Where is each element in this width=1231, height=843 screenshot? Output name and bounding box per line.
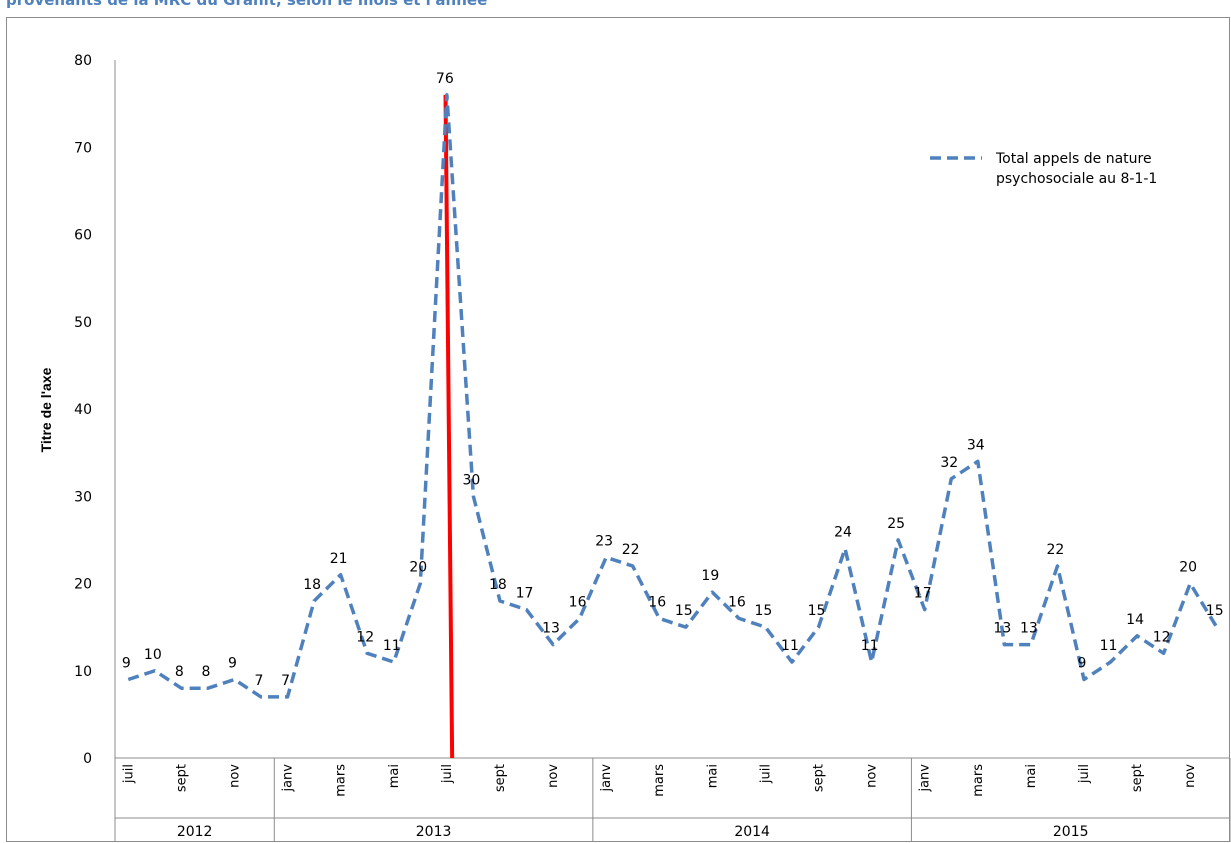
x-tick-label: juil (121, 764, 136, 784)
data-label: 22 (1047, 542, 1065, 558)
data-label: 20 (1179, 560, 1197, 576)
data-label: 13 (1020, 621, 1038, 637)
x-tick-label: mars (652, 764, 667, 797)
data-label: 13 (993, 621, 1011, 637)
data-label: 16 (728, 594, 746, 610)
y-tick-label: 10 (74, 664, 92, 680)
year-label: 2012 (177, 824, 213, 840)
data-label: 12 (356, 629, 374, 645)
data-label: 8 (201, 664, 210, 680)
y-tick-label: 20 (74, 577, 92, 593)
y-tick-label: 60 (74, 228, 92, 244)
y-tick-label: 40 (74, 402, 92, 418)
y-tick-label: 0 (83, 751, 92, 767)
x-tick-label: sept (1130, 764, 1145, 792)
x-tick-label: nov (227, 764, 242, 788)
series-line (127, 93, 1219, 699)
x-tick-label: juil (440, 764, 455, 784)
x-tick-label: sept (493, 764, 508, 792)
data-label: 9 (122, 655, 131, 671)
x-tick-label: sept (812, 764, 827, 792)
data-label: 13 (542, 621, 560, 637)
data-label: 10 (144, 647, 162, 663)
data-label: 15 (808, 603, 826, 619)
x-category-axis: 2012 2013 2014 2015 juil sept nov janv mars mai ju… (114, 758, 1231, 842)
data-label: 23 (595, 533, 613, 549)
year-label: 2013 (416, 824, 452, 840)
year-label: 2015 (1053, 824, 1089, 840)
x-tick-label: janv (599, 764, 614, 793)
data-label: 17 (516, 586, 534, 602)
y-tick-label: 80 (74, 53, 92, 69)
y-tick-labels: 0 10 20 30 40 50 60 70 80 (74, 53, 92, 767)
x-tick-label: mai (1024, 764, 1039, 788)
data-label: 7 (255, 673, 264, 689)
data-label: 18 (489, 577, 507, 593)
series-layer (127, 93, 1219, 699)
x-tick-label: mai (705, 764, 720, 788)
y-tick-label: 30 (74, 489, 92, 505)
data-label: 9 (1078, 655, 1087, 671)
x-tick-label: sept (174, 764, 189, 792)
data-label: 76 (436, 71, 454, 87)
annotations (443, 94, 455, 759)
data-label: 11 (861, 638, 879, 654)
year-label: 2014 (734, 824, 770, 840)
axes (114, 60, 1230, 759)
data-label: 8 (175, 664, 184, 680)
data-label: 21 (330, 551, 348, 567)
data-label: 17 (914, 586, 932, 602)
data-label: 25 (887, 516, 905, 532)
x-tick-label: nov (546, 764, 561, 788)
data-label: 19 (701, 568, 719, 584)
x-tick-label: nov (1183, 764, 1198, 788)
data-label: 16 (569, 594, 587, 610)
data-label: 30 (462, 472, 480, 488)
data-label: 11 (781, 638, 799, 654)
data-label: 34 (967, 437, 985, 453)
data-label: 15 (675, 603, 693, 619)
x-tick-label: juil (758, 764, 773, 784)
data-label: 15 (1206, 603, 1224, 619)
data-label: 16 (648, 594, 666, 610)
legend: Total appels de nature psychosociale au 8… (930, 151, 1157, 187)
y-axis-title: Titre de l'axe (38, 367, 54, 452)
x-tick-label: mars (334, 764, 349, 797)
data-label: 9 (228, 655, 237, 671)
data-label: 14 (1126, 612, 1144, 628)
y-tick-label: 50 (74, 315, 92, 331)
chart-frame (6, 17, 1230, 842)
data-label: 7 (281, 673, 290, 689)
legend-label: Total appels de nature psychosociale au 8… (995, 151, 1157, 187)
data-label: 18 (303, 577, 321, 593)
annotation-vertical-line (443, 94, 455, 759)
x-tick-label: mars (971, 764, 986, 797)
x-tick-label: mai (387, 764, 402, 788)
data-label: 11 (1100, 638, 1118, 654)
x-tick-label: nov (865, 764, 880, 788)
data-label: 32 (940, 455, 958, 471)
data-label: 22 (622, 542, 640, 558)
x-tick-label: janv (281, 764, 296, 793)
data-label: 12 (1153, 629, 1171, 645)
data-label: 20 (409, 560, 427, 576)
data-labels: 9 10 8 8 9 7 7 18 21 12 11 20 76 30 18 17 13 16 23 22 16 15 19… (122, 71, 1224, 689)
chart-title: provenants de la MRC du Granit, selon le… (6, 0, 488, 9)
x-tick-label: juil (1077, 764, 1092, 784)
data-label: 24 (834, 525, 852, 541)
x-tick-label: janv (918, 764, 933, 793)
data-label: 15 (755, 603, 773, 619)
data-label: 11 (383, 638, 401, 654)
y-tick-label: 70 (74, 140, 92, 156)
